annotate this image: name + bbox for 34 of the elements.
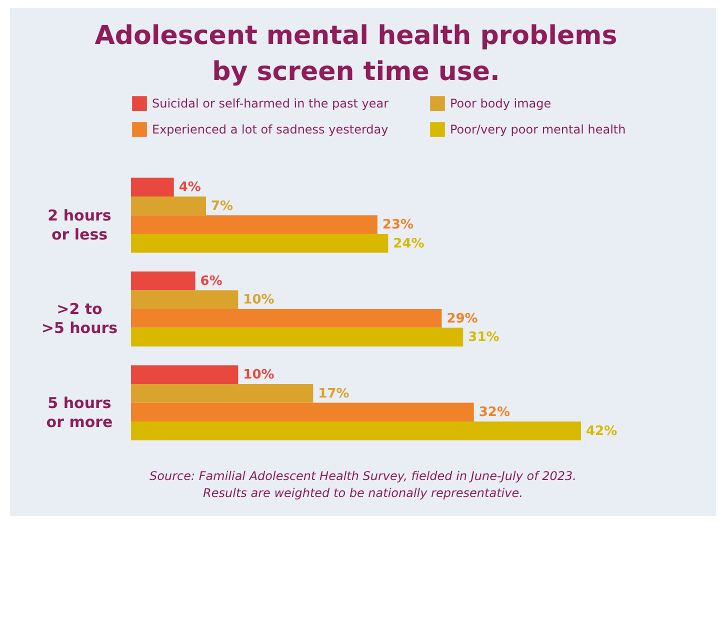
legend-label: Experienced a lot of sadness yesterday: [152, 122, 388, 136]
legend-label: Suicidal or self-harmed in the past year: [152, 96, 389, 111]
bar: [131, 290, 238, 309]
data-label: 32%: [478, 405, 510, 420]
bar: [131, 309, 442, 328]
y-tick-label: >2 to >5 hours: [41, 300, 118, 337]
legend-label: Poor body image: [450, 96, 552, 111]
data-label: 17%: [318, 386, 350, 402]
bar: [131, 422, 581, 440]
data-label: 7%: [211, 198, 234, 214]
bar: [131, 272, 196, 290]
data-label: 23%: [382, 218, 414, 233]
bar: [131, 402, 474, 422]
data-label: 4%: [178, 180, 201, 196]
data-label: 24%: [393, 236, 424, 252]
data-label: 42%: [586, 424, 618, 439]
data-label: 10%: [243, 368, 274, 383]
data-label: 31%: [468, 330, 500, 346]
bar: [131, 365, 238, 384]
chart-title: Adolescent mental health problems by screen time use.: [94, 21, 618, 87]
y-tick-label: 2 hours or less: [48, 206, 112, 244]
data-label: 10%: [243, 292, 274, 308]
bar: [131, 196, 206, 216]
bar: [131, 384, 314, 403]
bar: [131, 234, 388, 253]
source-note: Source: Familial Adolescent Health Survey, fielded in June-July of 2023.: [148, 468, 578, 485]
data-label: 29%: [446, 311, 478, 326]
bar: [131, 328, 464, 346]
legend-label: Poor/very poor mental health: [450, 122, 626, 136]
text: Results are weighted to be nationally representative.: [202, 485, 524, 502]
bar: [131, 215, 378, 234]
bar: [131, 178, 174, 196]
data-label: 6%: [200, 274, 222, 289]
y-tick-label: 5 hours or more: [46, 394, 113, 431]
